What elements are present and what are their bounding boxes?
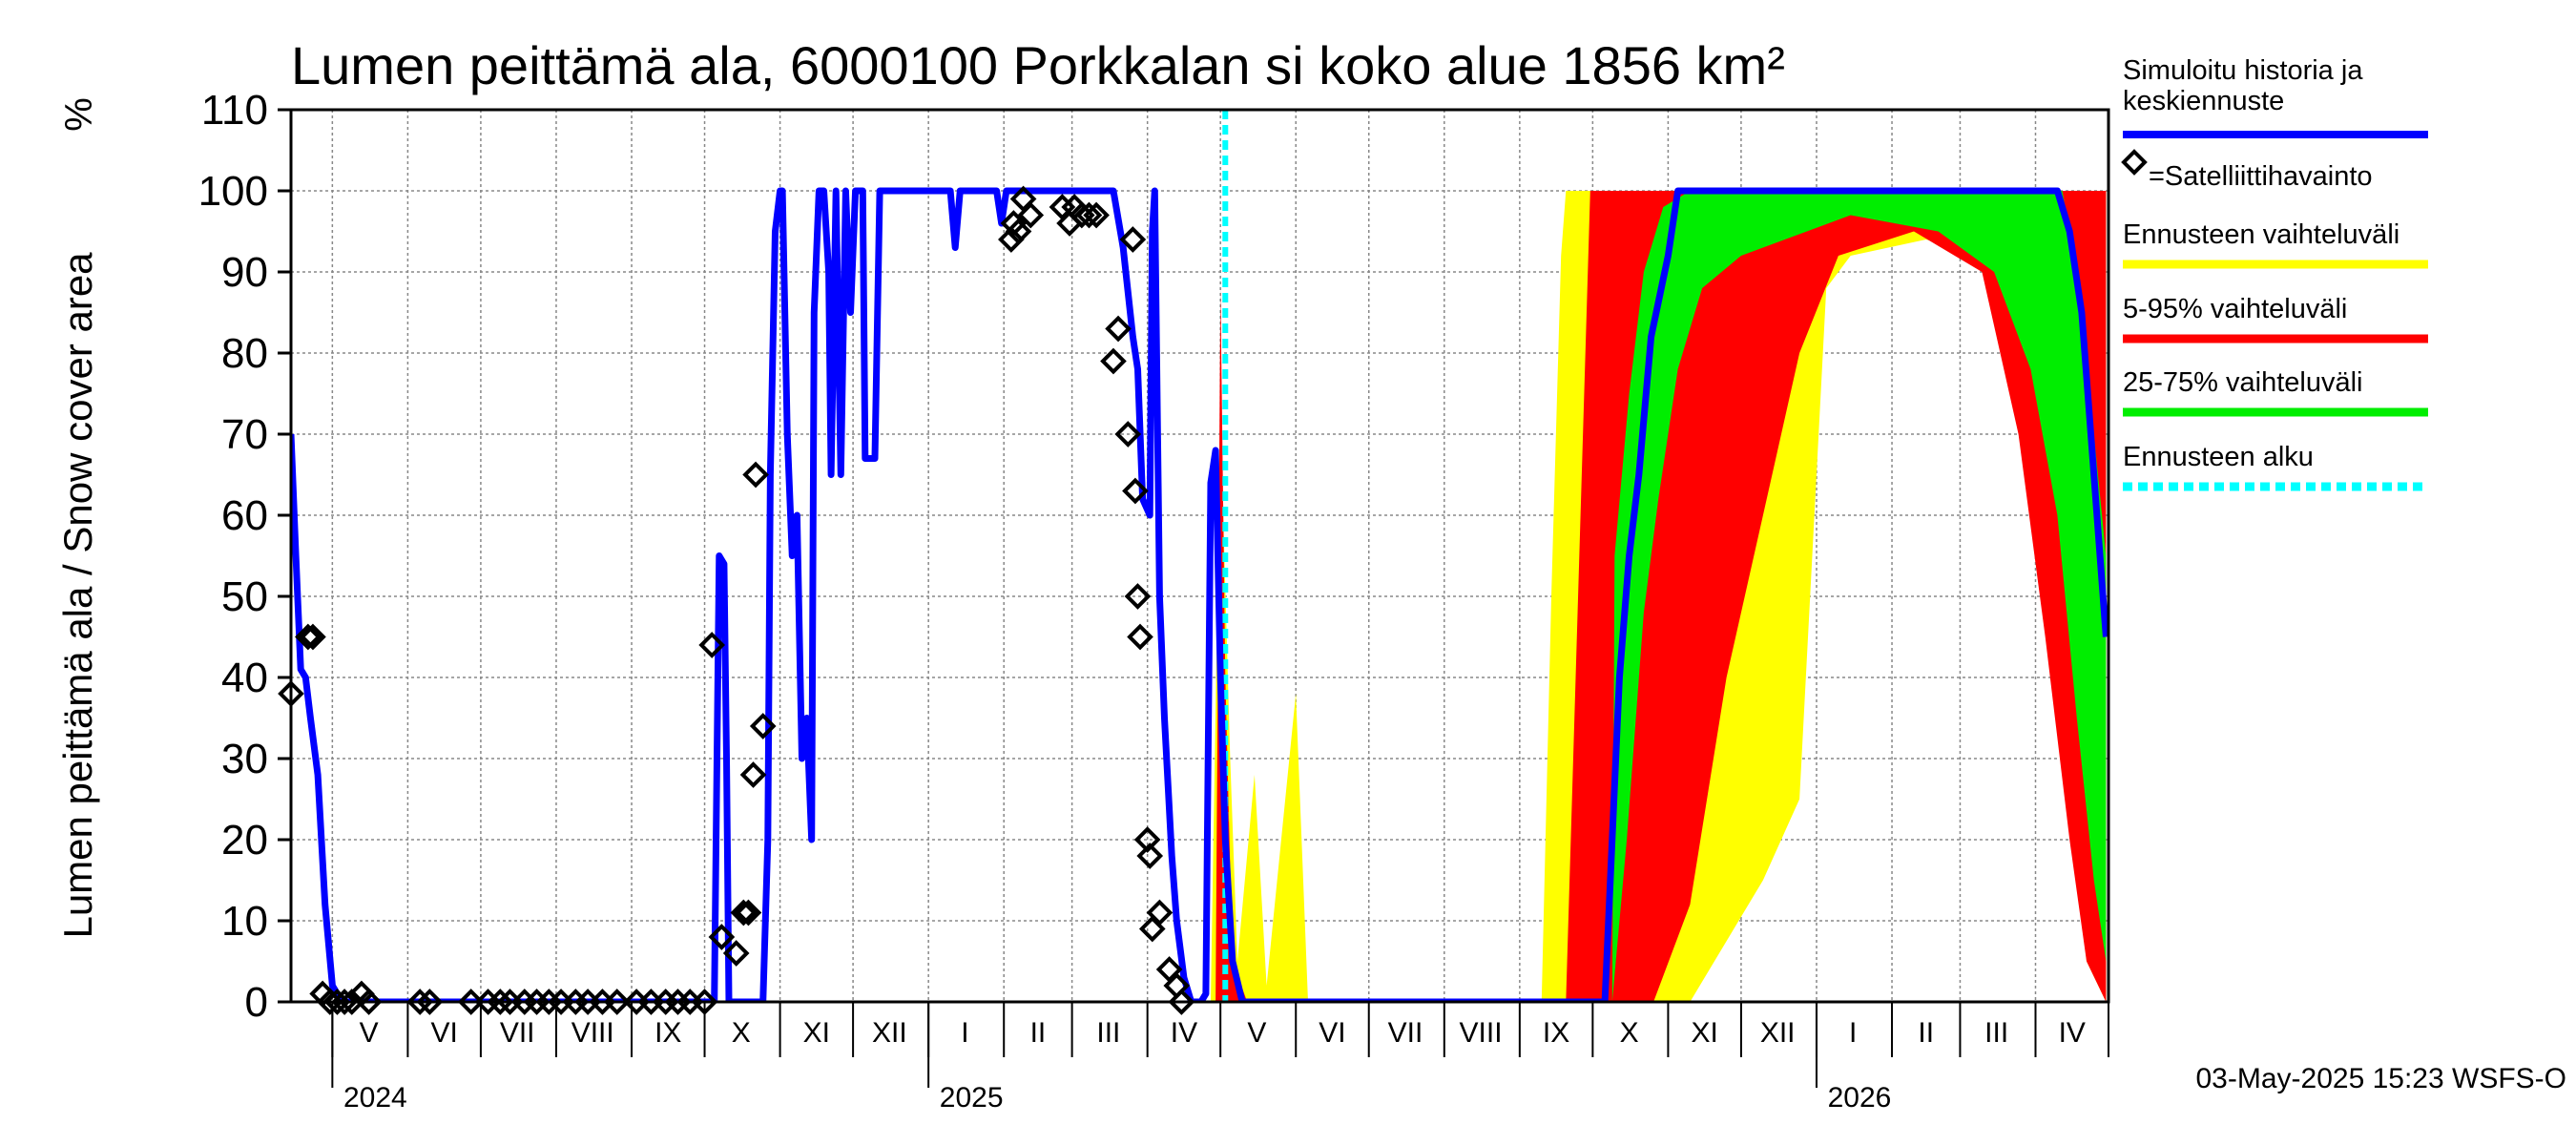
- satellite-point: [735, 899, 762, 926]
- month-label: IV: [2059, 1017, 2086, 1049]
- satellite-point: [1136, 843, 1164, 869]
- year-label: 2025: [940, 1082, 1004, 1114]
- satellite-point: [1119, 226, 1147, 253]
- y-tick-label: 80: [221, 330, 268, 377]
- timestamp-footer: 03-May-2025 15:23 WSFS-O: [2196, 1063, 2567, 1094]
- month-label: VI: [1319, 1017, 1345, 1049]
- satellite-point: [1075, 201, 1103, 229]
- satellite-point: [722, 940, 750, 967]
- month-label: VII: [1388, 1017, 1423, 1049]
- satellite-point: [749, 713, 777, 739]
- series-lines: [291, 110, 2109, 1002]
- year-label: 2024: [343, 1082, 407, 1114]
- chart-title: Lumen peittämä ala, 6000100 Porkkalan si…: [291, 35, 1785, 95]
- month-label: X: [732, 1017, 751, 1049]
- month-label: VIII: [571, 1017, 614, 1049]
- month-label: V: [360, 1017, 379, 1049]
- plot-frame: [289, 108, 2110, 1004]
- month-label: II: [1030, 1017, 1047, 1049]
- y-unit-label: %: [58, 97, 100, 132]
- month-label: XI: [1691, 1017, 1717, 1049]
- month-label: IX: [1543, 1017, 1569, 1049]
- month-label: V: [1247, 1017, 1266, 1049]
- legend-label-satellite: =Satelliittihavainto: [2149, 161, 2373, 192]
- y-tick-label: 60: [221, 492, 268, 539]
- satellite-point: [331, 989, 358, 1015]
- month-label: XI: [803, 1017, 830, 1049]
- month-label: I: [961, 1017, 968, 1049]
- satellite-point: [487, 989, 514, 1015]
- y-tick-label: 50: [221, 573, 268, 620]
- satellite-point: [338, 989, 365, 1015]
- y-axis-ticks: 0 10 20 30 40 50 60 70 80 90 100 110: [198, 87, 291, 1026]
- legend-label-simulated: Simuloitu historia ja: [2123, 55, 2363, 86]
- satellite-point: [1017, 201, 1045, 229]
- x-axis: V VI VII VIII IX X XI XII I II III IV V VI VII VIII IX X X…: [331, 1002, 2109, 1114]
- satellite-point: [1100, 347, 1127, 375]
- satellite-point: [1083, 201, 1110, 229]
- legend-swatch-satellite: [2121, 149, 2148, 176]
- satellite-point: [457, 989, 485, 1015]
- month-label: III: [1984, 1017, 2008, 1049]
- satellite-point: [708, 924, 736, 950]
- year-label: 2026: [1828, 1082, 1892, 1114]
- satellite-point: [1114, 421, 1142, 448]
- satellite-point: [698, 632, 726, 658]
- band-5-95: [1215, 191, 2107, 1002]
- month-label: VIII: [1460, 1017, 1503, 1049]
- legend-5-95-label: 5-95% vaihteluväli: [2123, 294, 2347, 324]
- month-label: XII: [872, 1017, 907, 1049]
- y-tick-label: 10: [221, 898, 268, 945]
- month-label: VI: [430, 1017, 457, 1049]
- legend-minmax-label: Ennusteen vaihteluväli: [2123, 219, 2399, 250]
- satellite-point: [739, 761, 767, 788]
- satellite-point: [1000, 210, 1028, 237]
- y-tick-label: 90: [221, 249, 268, 296]
- y-tick-label: 0: [245, 979, 268, 1026]
- y-tick-label: 40: [221, 655, 268, 701]
- month-label: IX: [654, 1017, 681, 1049]
- y-tick-label: 20: [221, 817, 268, 864]
- satellite-markers: [278, 185, 1195, 1015]
- y-tick-label: 110: [201, 87, 268, 134]
- month-label: II: [1918, 1017, 1934, 1049]
- satellite-point: [416, 989, 444, 1015]
- satellite-point: [1168, 989, 1195, 1015]
- satellite-point: [300, 623, 326, 651]
- legend-forecast-start-label: Ennusteen alku: [2123, 442, 2314, 472]
- satellite-point: [603, 989, 631, 1015]
- legend-label-simulated-2: keskiennuste: [2123, 86, 2284, 116]
- satellite-point: [998, 226, 1025, 253]
- satellite-point: [730, 899, 758, 926]
- y-tick-label: 70: [221, 411, 268, 458]
- satellite-point: [1124, 583, 1152, 610]
- satellite-point: [295, 623, 322, 651]
- month-label: III: [1096, 1017, 1120, 1049]
- satellite-point: [1005, 218, 1032, 245]
- satellite-point: [1105, 315, 1132, 343]
- month-label: X: [1620, 1017, 1639, 1049]
- month-label: I: [1849, 1017, 1857, 1049]
- satellite-point: [742, 461, 769, 489]
- y-tick-label: 30: [221, 736, 268, 782]
- y-axis-label: Lumen peittämä ala / Snow cover area: [55, 252, 100, 939]
- simulated-line: [291, 187, 2109, 1002]
- satellite-point: [355, 989, 383, 1015]
- month-label: IV: [1171, 1017, 1197, 1049]
- month-label: XII: [1760, 1017, 1796, 1049]
- satellite-point: [1122, 477, 1149, 505]
- satellite-point: [406, 989, 433, 1015]
- y-tick-label: 100: [198, 168, 268, 215]
- legend-25-75-label: 25-75% vaihteluväli: [2123, 367, 2362, 398]
- month-label: VII: [500, 1017, 535, 1049]
- satellite-point: [1146, 899, 1174, 926]
- satellite-point: [1127, 623, 1153, 651]
